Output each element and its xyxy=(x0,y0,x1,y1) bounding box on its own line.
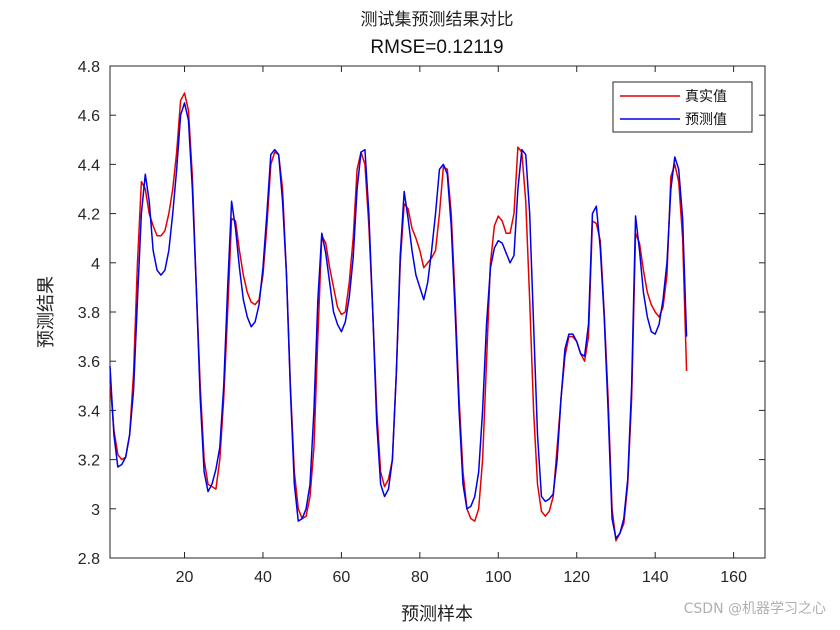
y-tick-label: 2.8 xyxy=(78,551,100,568)
y-tick-label: 4 xyxy=(91,256,100,273)
series-line-predicted xyxy=(109,102,688,540)
y-tick-label: 4.6 xyxy=(78,108,100,125)
y-tick-label: 3.2 xyxy=(78,453,100,470)
y-tick-label: 4.4 xyxy=(78,157,100,174)
chart-subtitle: RMSE=0.12119 xyxy=(370,37,503,58)
x-tick-label: 160 xyxy=(720,569,747,586)
x-tick-label: 120 xyxy=(563,569,590,586)
y-tick-label: 3.8 xyxy=(78,305,100,322)
x-tick-label: 60 xyxy=(333,569,351,586)
y-tick-label: 3 xyxy=(91,502,100,519)
x-tick-label: 100 xyxy=(485,569,512,586)
y-tick-label: 4.8 xyxy=(78,59,100,76)
y-axis-label: 预测结果 xyxy=(36,276,57,348)
chart-title: 测试集预测结果对比 xyxy=(361,10,514,30)
legend-label-real: 真实值 xyxy=(685,89,727,105)
legend-label-predicted: 预测值 xyxy=(685,112,727,128)
x-tick-label: 80 xyxy=(411,569,429,586)
y-tick-label: 4.2 xyxy=(78,207,100,224)
watermark: CSDN @机器学习之心 xyxy=(684,601,826,617)
series-layer xyxy=(109,92,688,542)
x-tick-label: 140 xyxy=(642,569,669,586)
y-tick-label: 3.6 xyxy=(78,354,100,371)
legend-box xyxy=(612,81,753,133)
x-tick-label: 40 xyxy=(254,569,272,586)
y-tick-label: 3.4 xyxy=(78,403,100,420)
x-axis-label: 预测样本 xyxy=(401,604,473,625)
axis-ticks: 20 40 60 80 100 120 140 160 2.8 3 3.2 3.4 3.6 3.8 4 4.2… xyxy=(78,59,765,586)
legend: 真实值 预测值 xyxy=(612,81,753,133)
x-tick-label: 20 xyxy=(176,569,194,586)
